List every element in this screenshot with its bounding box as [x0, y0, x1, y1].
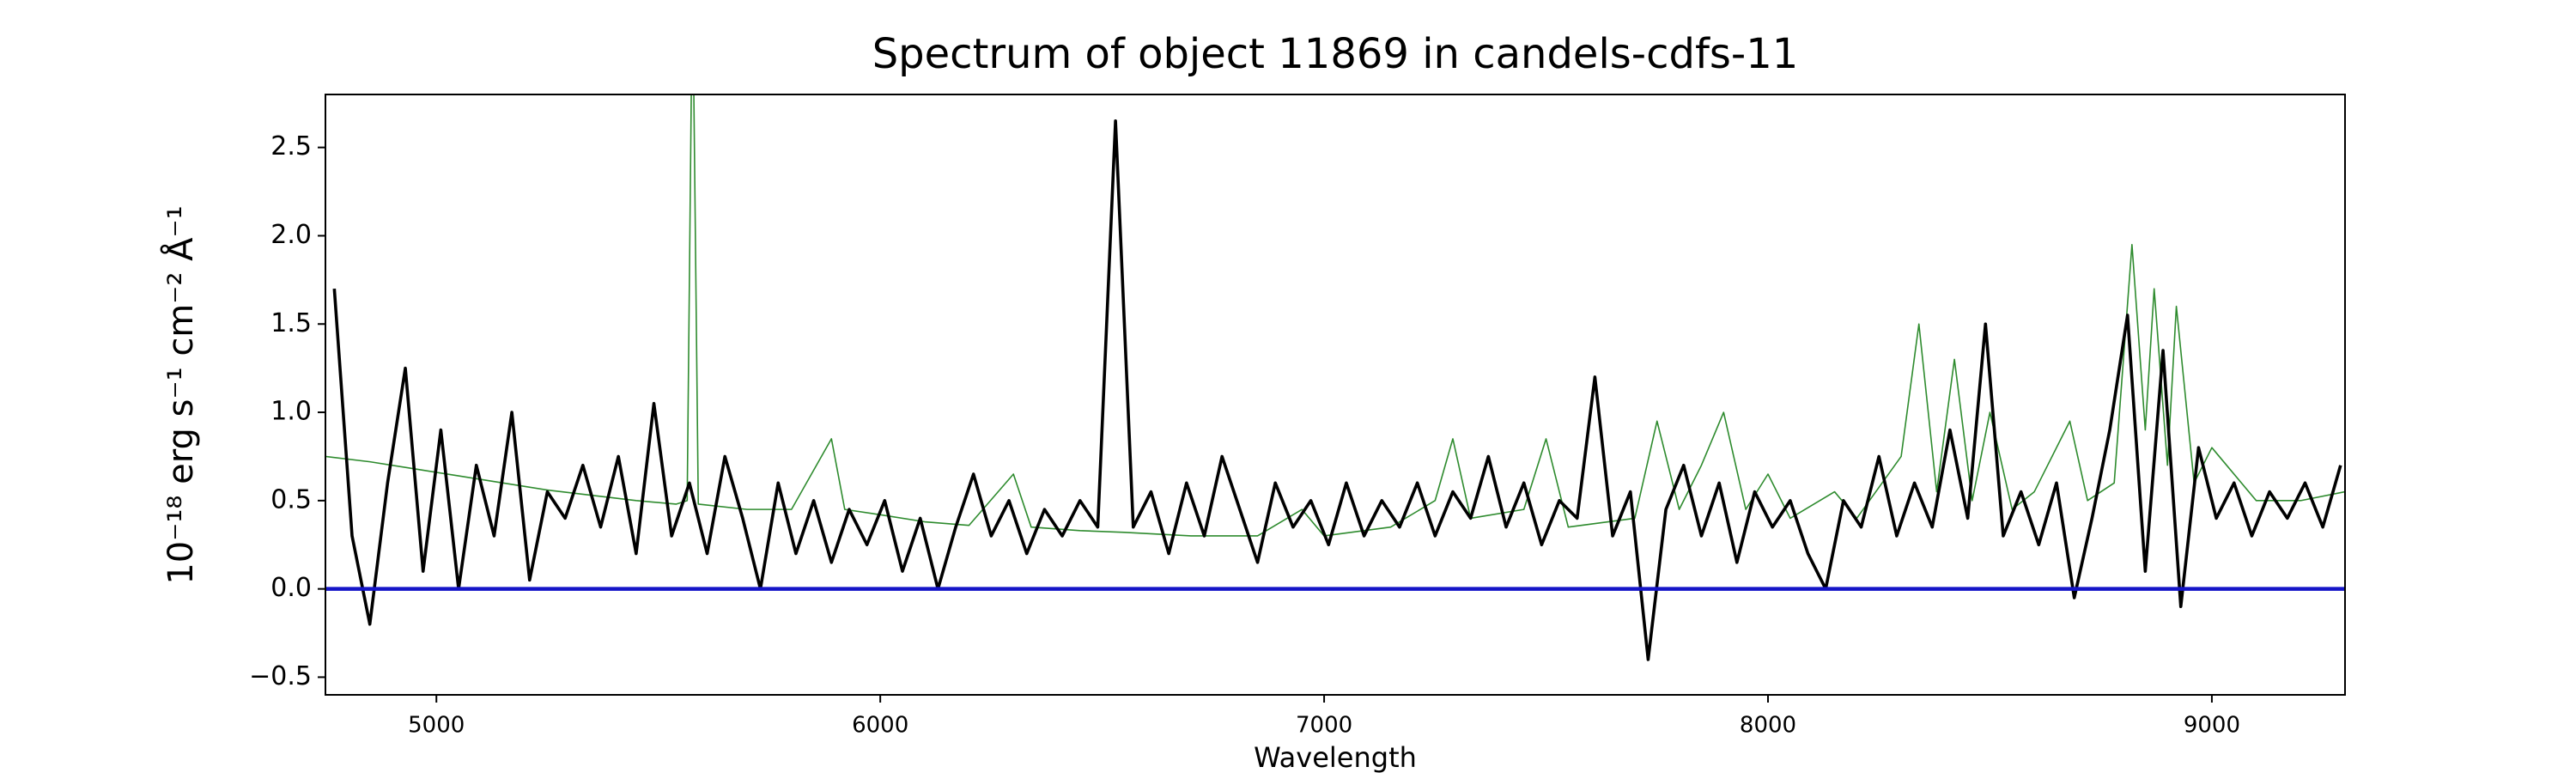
plot-lines: [325, 94, 2345, 661]
y-tick-label: −0.5: [249, 661, 312, 691]
chart-title: Spectrum of object 11869 in candels-cdfs…: [872, 30, 1799, 78]
y-tick-label: 1.0: [270, 397, 312, 427]
x-tick-label: 9000: [2184, 713, 2240, 739]
x-tick-label: 6000: [852, 713, 908, 739]
y-tick-label: 0.5: [270, 484, 312, 514]
y-tick-label: 0.0: [270, 573, 312, 603]
x-tick-label: 5000: [408, 713, 465, 739]
spectrum-line: [332, 119, 2342, 661]
x-axis-label: Wavelength: [1254, 741, 1417, 773]
x-tick-label: 8000: [1740, 713, 1796, 739]
y-tick-label: 2.5: [270, 131, 312, 161]
plot-frame: [325, 94, 2346, 696]
y-tick-label: 1.5: [270, 308, 312, 338]
y-tick-label: 2.0: [270, 220, 312, 250]
y-axis-label: 10⁻¹⁸ erg s⁻¹ cm⁻² Å⁻¹: [160, 205, 201, 584]
x-tick-label: 7000: [1296, 713, 1352, 739]
